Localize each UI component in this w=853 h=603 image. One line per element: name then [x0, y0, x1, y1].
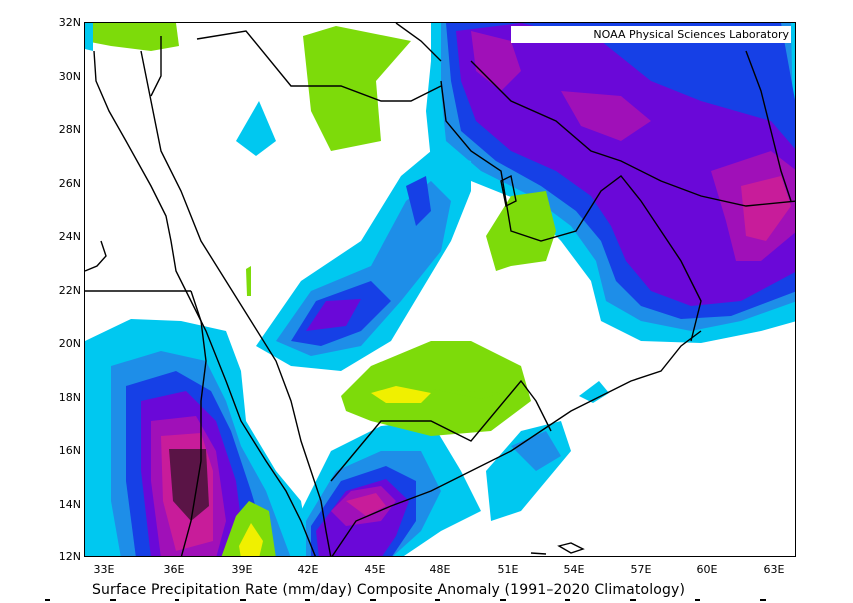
anomaly-region-green-qatar	[486, 191, 556, 271]
anomaly-shading	[85, 23, 795, 556]
small-islands-1	[557, 542, 585, 554]
anomaly-region-yellow-south	[239, 523, 263, 556]
lat-label: 26N	[58, 177, 81, 190]
lat-label: 30N	[58, 70, 81, 83]
lon-label: 36E	[163, 563, 185, 576]
anomaly-region-green-small	[246, 266, 251, 296]
clipped-text-strip	[45, 599, 766, 601]
sinai	[150, 36, 162, 97]
anomaly-region-yellow-central	[371, 386, 431, 403]
anomaly-region-green-central	[341, 341, 531, 436]
anomaly-region-central-purple	[306, 299, 361, 331]
iran-coast	[470, 60, 795, 207]
small-islands-2	[530, 552, 547, 555]
coastlines-and-borders	[85, 23, 795, 556]
lat-label: 28N	[58, 123, 81, 136]
qatar-peninsula	[500, 174, 517, 208]
red-sea-east-coast	[140, 50, 332, 556]
egypt-coast-fragment	[85, 240, 107, 272]
lat-label: 18N	[58, 391, 81, 404]
sudan-border-1	[180, 290, 207, 556]
lat-label: 12N	[58, 550, 81, 563]
iran-east-border	[745, 50, 792, 202]
lon-label: 57E	[630, 563, 652, 576]
lat-label: 14N	[58, 498, 81, 511]
lat-label: 24N	[58, 230, 81, 243]
anomaly-region-sw-darkpurple	[169, 449, 209, 521]
lat-label: 22N	[58, 284, 81, 297]
lat-label: 32N	[58, 16, 81, 29]
lon-label: 45E	[364, 563, 386, 576]
red-sea-west-coast	[93, 50, 316, 556]
lon-label: 60E	[696, 563, 718, 576]
anomaly-region-lightblue-spot-3	[85, 23, 93, 51]
precipitation-anomaly-map	[85, 23, 795, 556]
lon-label: 51E	[497, 563, 519, 576]
persian-gulf-coast	[440, 80, 702, 342]
anomaly-region-s-darkmagenta	[346, 493, 386, 516]
iraq-border	[395, 23, 442, 62]
lon-label: 48E	[429, 563, 451, 576]
anomaly-region-green-north	[303, 26, 411, 151]
lon-label: 42E	[297, 563, 319, 576]
anomaly-region-yellow-central-2	[431, 389, 501, 399]
lat-label: 20N	[58, 337, 81, 350]
saudi-yemen-border	[330, 379, 552, 482]
anomaly-region-ne-darkmagenta	[741, 176, 791, 241]
map-frame	[84, 22, 796, 557]
source-credit: NOAA Physical Sciences Laboratory	[511, 26, 791, 43]
anomaly-region-ne-purple	[456, 23, 795, 306]
lon-label: 39E	[231, 563, 253, 576]
map-caption: Surface Precipitation Rate (mm/day) Comp…	[92, 582, 686, 598]
anomaly-region-lightblue-spot-1	[236, 101, 276, 156]
northern-border	[196, 30, 442, 102]
anomaly-region-green-nw	[85, 23, 179, 51]
lon-label: 54E	[563, 563, 585, 576]
arabia-south-coast	[331, 330, 702, 556]
lat-label: 16N	[58, 444, 81, 457]
lon-label: 63E	[763, 563, 785, 576]
lon-label: 33E	[93, 563, 115, 576]
anomaly-region-lightblue-spot-2	[579, 381, 609, 403]
